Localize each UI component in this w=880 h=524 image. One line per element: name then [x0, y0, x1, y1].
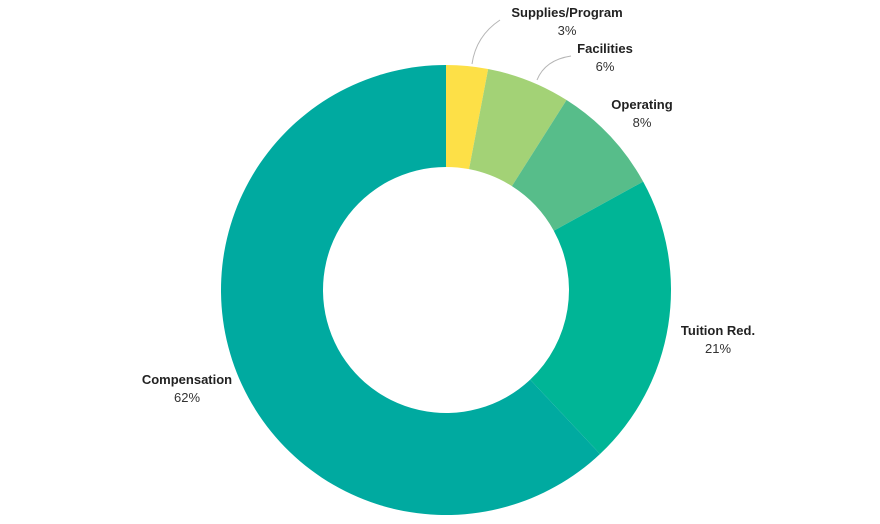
label-name-supplies-program: Supplies/Program — [511, 5, 622, 20]
slice-supplies-program — [446, 65, 489, 170]
label-value-tuition-red: 21% — [705, 341, 731, 356]
label-name-tuition-red: Tuition Red. — [681, 323, 755, 338]
label-name-operating: Operating — [611, 97, 672, 112]
slice-tuition-red — [530, 181, 671, 455]
slices-group — [220, 65, 671, 515]
labels-group: Supplies/Program 3% Facilities 6% Operat… — [142, 5, 755, 405]
label-value-operating: 8% — [633, 115, 652, 130]
slice-facilities — [469, 68, 567, 187]
leader-lines-group — [471, 19, 572, 81]
slice-operating — [511, 100, 644, 231]
label-value-facilities: 6% — [596, 59, 615, 74]
leader-line-facilities — [536, 55, 572, 81]
label-value-supplies-program: 3% — [558, 23, 577, 38]
label-name-compensation: Compensation — [142, 372, 232, 387]
leader-line-supplies-program — [471, 19, 501, 65]
label-name-facilities: Facilities — [577, 41, 633, 56]
slice-compensation — [220, 65, 601, 515]
label-value-compensation: 62% — [174, 390, 200, 405]
